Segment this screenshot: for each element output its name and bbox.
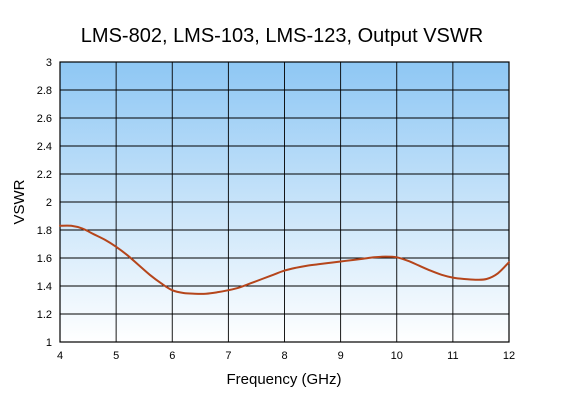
data-point xyxy=(171,289,173,291)
data-point xyxy=(328,262,330,264)
series-line-vswr xyxy=(59,224,510,295)
y-tick-labels: 1 1.2 1.4 1.6 1.8 2 2.2 2.4 2.6 2.8 3 xyxy=(37,57,52,349)
data-point xyxy=(452,277,454,279)
x-tick-label: 12 xyxy=(503,350,515,362)
x-axis-label: Frequency (GHz) xyxy=(226,371,341,388)
data-point xyxy=(396,256,398,258)
data-point xyxy=(70,225,72,227)
data-point xyxy=(59,225,61,227)
x-tick-label: 5 xyxy=(113,350,119,362)
data-point xyxy=(441,274,443,276)
data-point xyxy=(317,263,319,265)
plot-frame xyxy=(59,61,510,343)
data-point xyxy=(93,233,95,235)
data-point xyxy=(261,278,263,280)
data-point xyxy=(497,272,499,274)
y-tick-label: 1 xyxy=(46,337,52,349)
data-point xyxy=(160,282,162,284)
data-point xyxy=(463,278,465,280)
y-tick-label: 2.8 xyxy=(37,85,52,97)
data-point xyxy=(284,270,286,272)
data-point xyxy=(81,228,83,230)
data-point xyxy=(250,282,252,284)
data-point xyxy=(486,278,488,280)
x-tick-label: 9 xyxy=(338,350,344,362)
data-point xyxy=(104,239,106,241)
data-point xyxy=(216,291,218,293)
data-point xyxy=(385,256,387,258)
data-point xyxy=(340,261,342,263)
data-point xyxy=(126,254,128,256)
x-tick-label: 6 xyxy=(169,350,175,362)
y-axis-label: VSWR xyxy=(11,179,28,224)
data-point xyxy=(295,267,297,269)
data-point xyxy=(306,265,308,267)
data-point xyxy=(418,265,420,267)
y-tick-label: 2.6 xyxy=(37,113,52,125)
data-point xyxy=(474,279,476,281)
data-point xyxy=(205,293,207,295)
x-tick-label: 10 xyxy=(391,350,403,362)
y-tick-label: 2 xyxy=(46,197,52,209)
y-tick-label: 2.4 xyxy=(37,141,52,153)
data-point xyxy=(115,246,117,248)
data-point xyxy=(138,264,140,266)
data-point xyxy=(362,258,364,260)
data-point xyxy=(373,256,375,258)
data-point xyxy=(182,292,184,294)
data-point xyxy=(272,274,274,276)
data-point xyxy=(429,270,431,272)
y-tick-label: 1.4 xyxy=(37,281,52,293)
data-point xyxy=(227,289,229,291)
data-point xyxy=(149,274,151,276)
y-tick-label: 1.2 xyxy=(37,309,52,321)
y-tick-label: 1.6 xyxy=(37,253,52,265)
data-point xyxy=(351,259,353,261)
x-tick-labels: 4 5 6 7 8 9 10 11 12 xyxy=(57,350,515,362)
y-tick-label: 1.8 xyxy=(37,225,52,237)
data-point xyxy=(407,260,409,262)
data-point xyxy=(508,261,510,263)
y-tick-label: 2.2 xyxy=(37,169,52,181)
chart-title: LMS-802, LMS-103, LMS-123, Output VSWR xyxy=(81,25,483,47)
x-tick-label: 7 xyxy=(225,350,231,362)
data-point xyxy=(239,286,241,288)
x-tick-label: 4 xyxy=(57,350,63,362)
y-tick-label: 3 xyxy=(46,57,52,69)
x-tick-label: 8 xyxy=(281,350,287,362)
data-point xyxy=(194,293,196,295)
x-tick-label: 11 xyxy=(447,350,458,362)
